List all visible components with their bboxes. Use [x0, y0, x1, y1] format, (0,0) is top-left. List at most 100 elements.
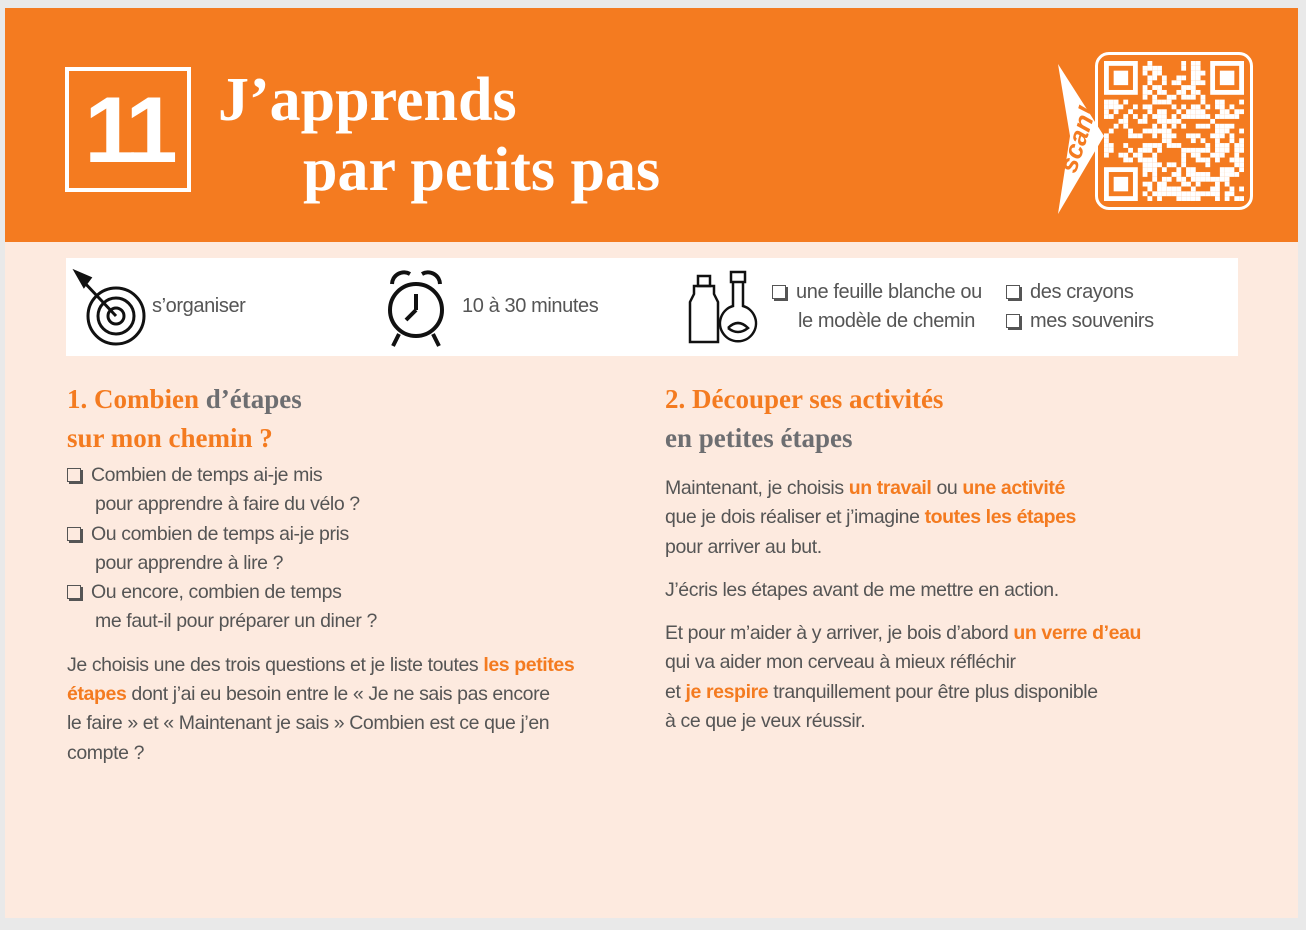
qr-module — [1181, 123, 1187, 129]
material-text: mes souvenirs — [1030, 310, 1154, 332]
qr-module — [1152, 75, 1158, 81]
qr-module — [1210, 176, 1216, 182]
info-bar: s’organiser 10 à 30 minutes une feuille … — [66, 258, 1238, 356]
qr-module — [1205, 162, 1211, 168]
qr-module — [1219, 172, 1225, 177]
qr-module — [1195, 109, 1201, 115]
checkbox — [1006, 314, 1020, 328]
title: J’apprends — [218, 66, 517, 134]
qr-module — [1157, 114, 1162, 119]
checklist-text: Ou combien de temps ai-je pris — [91, 522, 349, 545]
checklist-text: pour apprendre à lire ? — [95, 551, 284, 574]
qr-module — [1224, 123, 1230, 129]
qr-module — [1181, 114, 1187, 119]
qr-module — [1142, 85, 1148, 90]
qr-module — [1104, 133, 1109, 139]
qr-module — [1166, 143, 1172, 148]
paragraph-line: et je respire tranquillement pour être p… — [665, 678, 1255, 707]
checklist-text: Combien de temps ai-je mis — [91, 464, 323, 486]
material-text: le modèle de chemin — [798, 310, 975, 332]
qr-module — [1157, 196, 1162, 201]
qr-module — [1195, 157, 1201, 163]
qr-module — [1161, 176, 1167, 182]
qr-module — [1224, 172, 1230, 177]
qr-module — [1200, 109, 1206, 115]
qr-module — [1186, 133, 1191, 139]
qr-module — [1147, 128, 1153, 134]
qr-module — [1195, 176, 1201, 182]
qr-module — [1200, 123, 1206, 129]
text-run: tranquillement pour être plus disponible — [773, 680, 1098, 703]
checkbox — [67, 526, 81, 541]
checklist: Combien de temps ai-je mis pour apprendre… — [67, 461, 657, 637]
checkbox — [67, 468, 81, 482]
qr-module — [1176, 118, 1182, 124]
qr-module — [1186, 85, 1191, 90]
qr-module — [1142, 172, 1148, 177]
qr-module — [1123, 143, 1129, 148]
checklist-text: Ou encore, combien de temps — [91, 581, 342, 604]
qr-module — [1229, 172, 1235, 177]
qr-module — [1200, 191, 1206, 197]
qr-module — [1190, 147, 1196, 153]
qr-module — [1200, 157, 1206, 163]
qr-module — [1195, 89, 1201, 95]
qr-module — [1229, 138, 1235, 144]
qr-module — [1161, 75, 1167, 81]
material-line: une feuille blanche ou — [772, 278, 982, 307]
qr-module — [1108, 99, 1114, 105]
qr-module — [1239, 147, 1244, 153]
qr-module — [1239, 128, 1244, 134]
qr-module — [1152, 85, 1158, 90]
text-run: en petites étapes — [665, 423, 853, 453]
qr-module — [1142, 143, 1148, 148]
qr-module — [1215, 152, 1220, 158]
qr-module — [1219, 99, 1225, 105]
qr-module — [1239, 196, 1244, 201]
qr-module — [1190, 85, 1196, 90]
qr-module — [1157, 85, 1162, 90]
qr-module — [1200, 94, 1206, 100]
highlight: sur mon chemin ? — [67, 423, 273, 453]
material-text: des crayons — [1030, 281, 1134, 303]
qr-module — [1108, 104, 1114, 110]
qr-module — [1229, 157, 1235, 163]
qr-module — [1113, 104, 1119, 110]
qr-module — [1219, 109, 1225, 115]
qr-module — [1219, 167, 1225, 173]
paragraph: Maintenant, je choisis un travail ou une… — [665, 474, 1255, 562]
qr-module — [1200, 114, 1206, 119]
qr-module — [1152, 70, 1158, 76]
qr-module — [1132, 114, 1138, 119]
qr-module — [1215, 181, 1220, 187]
qr-module — [1195, 196, 1201, 201]
qr-module — [1234, 143, 1240, 148]
text-run: ou — [936, 477, 958, 499]
qr-module — [1215, 157, 1220, 163]
qr-module — [1171, 94, 1177, 100]
qr-module — [1205, 176, 1211, 182]
qr-module — [1157, 118, 1162, 124]
qr-module — [1142, 70, 1148, 76]
qr-module — [1181, 157, 1187, 163]
qr-module — [1152, 152, 1158, 158]
qr-module — [1147, 196, 1153, 201]
qr-module — [1171, 191, 1177, 197]
qr-module — [1176, 89, 1182, 95]
qr-module — [1229, 123, 1235, 129]
qr-module — [1137, 118, 1143, 124]
sheet: 11 J’apprends par petits pas scan! — [5, 8, 1298, 918]
qr-module — [1147, 162, 1153, 168]
qr-module — [1137, 157, 1143, 163]
qr-module — [1147, 80, 1153, 86]
qr-module — [1190, 176, 1196, 182]
qr-module — [1128, 157, 1133, 163]
qr-module — [1147, 109, 1153, 115]
checklist-text: me faut-il pour préparer un diner ? — [95, 610, 377, 633]
text-run: qui va aider mon cerveau à mieux réfléch… — [665, 651, 1016, 674]
qr-module — [1205, 104, 1211, 110]
qr-module — [1123, 114, 1129, 119]
qr-module — [1142, 104, 1148, 110]
qr-module — [1186, 114, 1191, 119]
qr-module — [1108, 114, 1114, 119]
